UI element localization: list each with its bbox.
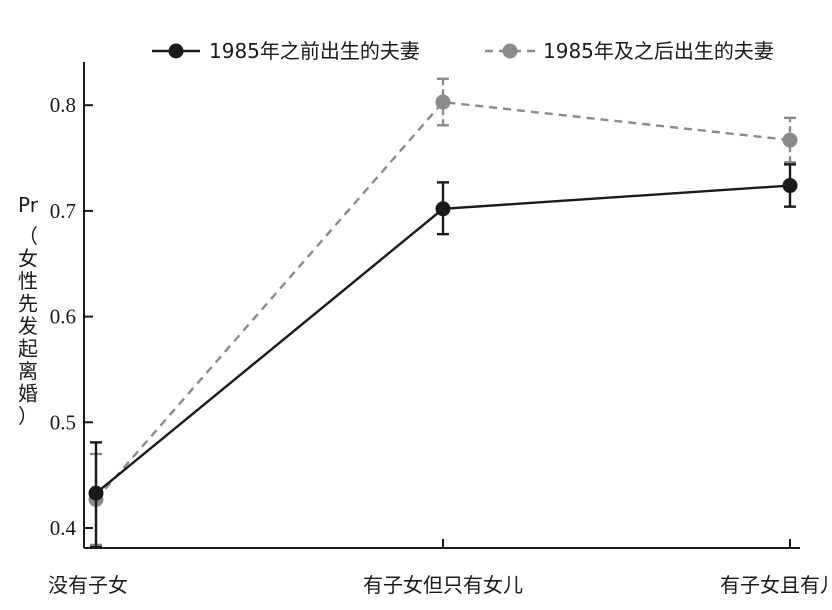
series-line-1 [95, 100, 791, 501]
legend-marker-0 [168, 43, 184, 59]
x-category-label: 没有子女 [48, 573, 128, 597]
y-tick-label: 0.8 [50, 93, 76, 117]
data-point [435, 94, 451, 110]
axes: 0.4 0.5 0.6 0.7 0.8 没有子女 有子女但只有女儿 有子女且有儿子 [48, 62, 832, 597]
data-point [88, 485, 104, 501]
data-point [435, 201, 451, 217]
y-axis-label-char: 婚 [18, 382, 38, 406]
data-point [782, 132, 798, 148]
y-tick-label: 0.4 [50, 516, 77, 540]
y-axis-label-char: 性 [18, 269, 38, 293]
x-category-label: 有子女但只有女儿 [363, 573, 523, 597]
y-axis-label-char: 女 [18, 247, 38, 271]
legend-label-0: 1985年之前出生的夫妻 [209, 39, 420, 63]
y-axis-label-char: （ [18, 224, 38, 248]
legend: 1985年之前出生的夫妻 1985年及之后出生的夫妻 [152, 39, 774, 63]
legend-label-1: 1985年及之后出生的夫妻 [543, 39, 774, 63]
y-tick-label: 0.5 [50, 410, 76, 434]
legend-marker-1 [502, 43, 518, 59]
y-axis-label-char: 起 [18, 337, 38, 361]
x-category-label: 有子女且有儿子 [720, 573, 832, 597]
y-tick-label: 0.6 [50, 305, 76, 329]
y-axis-label-char: 先 [18, 292, 38, 316]
plot-area [88, 77, 798, 549]
y-axis-label-prefix: Pr [18, 193, 39, 217]
y-axis-label-char: ） [18, 404, 38, 428]
y-tick-label: 0.7 [50, 199, 76, 223]
y-axis-label-char: 发 [18, 314, 38, 338]
data-point [782, 178, 798, 194]
y-axis-label-char: 离 [18, 359, 38, 383]
